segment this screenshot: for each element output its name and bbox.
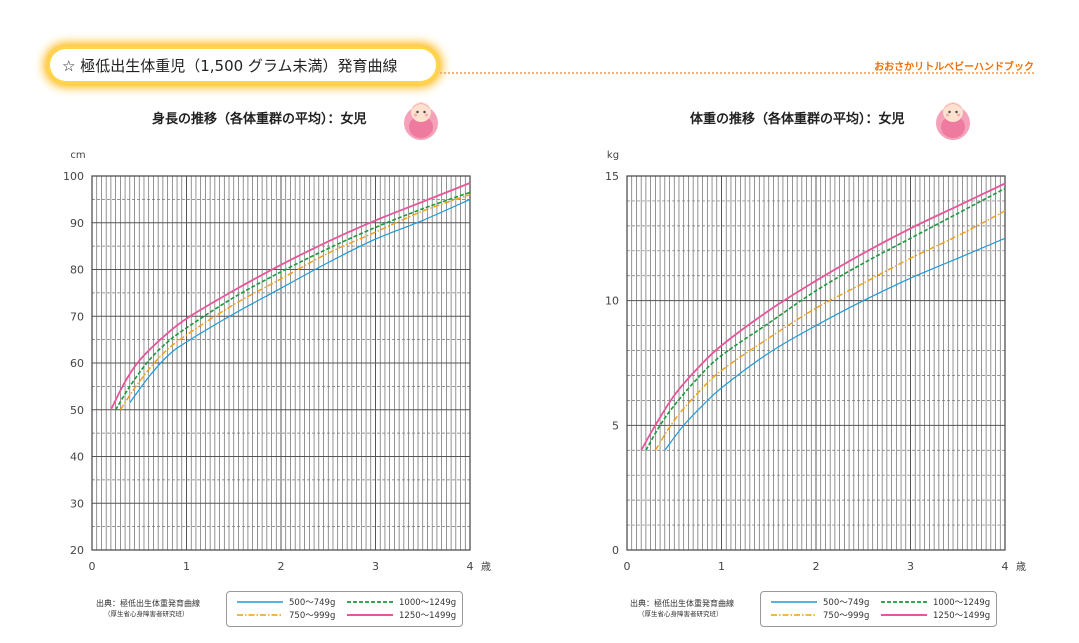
legend-label: 1250～1499g [399,611,456,621]
legend-label: 1000～1249g [399,598,456,608]
weight-chart-source: 出典：極低出生体重発育曲線 （厚生省心身障害者研究班） [630,598,734,620]
legend-label: 750～999g [823,611,869,621]
y-tick-label: 80 [70,264,84,277]
y-tick-label: 0 [612,544,619,557]
x-tick-label: 0 [89,560,96,573]
series-line-2 [645,187,1006,451]
x-tick-label: 1 [183,560,190,573]
source-line-1: 出典：極低出生体重発育曲線 [630,599,734,608]
x-tick-label: 2 [278,560,285,573]
series-line-2 [114,191,471,411]
x-tick-label: 4 [1002,560,1009,573]
y-tick-label: 5 [612,419,619,432]
x-tick-label: 3 [907,560,914,573]
weight-chart: 0 5 10 15 0 1 2 3 4 kg 歳 [605,150,1026,573]
legend-label: 500～749g [823,598,869,608]
y-axis-label: kg [607,150,619,161]
series-line-0 [129,198,471,404]
y-axis-label: cm [70,150,85,161]
x-tick-label: 4 [467,560,474,573]
series-line-1 [119,194,471,411]
x-tick-label: 1 [718,560,725,573]
y-tick-label: 60 [70,357,84,370]
series-line-3 [640,182,1006,451]
series-line-1 [654,210,1006,451]
weight-chart-legend: 500～749g 750～999g 1000～1249g 1250～1499g [760,591,997,627]
legend-label: 500～749g [289,598,335,608]
y-tick-label: 40 [70,451,84,464]
weight-chart-title: 体重の推移（各体重群の平均）：女児 [690,112,905,127]
x-axis-label: 歳 [1016,561,1026,573]
y-tick-label: 10 [605,295,619,308]
baby-icon [936,102,970,140]
height-chart-legend: 500～749g 750～999g 1000～1249g 1250～1499g [226,591,463,627]
y-tick-label: 90 [70,217,84,230]
x-tick-label: 3 [372,560,379,573]
legend-label: 750～999g [289,611,335,621]
legend-label: 1000～1249g [933,598,990,608]
source-line-2: （厚生省心身障害者研究班） [104,610,189,618]
x-axis-label: 歳 [481,561,491,573]
source-line-2: （厚生省心身障害者研究班） [638,610,723,618]
baby-icon [404,102,438,140]
height-chart-source: 出典：極低出生体重発育曲線 （厚生省心身障害者研究班） [96,598,200,620]
source-line-1: 出典：極低出生体重発育曲線 [96,599,200,608]
height-chart-title: 身長の推移（各体重群の平均）：女児 [152,112,367,127]
series-line-3 [110,182,471,411]
y-tick-label: 20 [70,544,84,557]
x-tick-label: 2 [813,560,820,573]
header-title-pill: ☆ 極低出生体重児（1,500 グラム未満）発育曲線 [50,49,436,81]
series-line-0 [664,237,1006,451]
brand-label: おおさかリトルベビーハンドブック [874,62,1034,73]
page-title: ☆ 極低出生体重児（1,500 グラム未満）発育曲線 [62,56,398,75]
height-chart: 20 30 40 50 60 70 80 90 100 0 1 2 3 4 cm 歳 [63,150,491,573]
y-tick-label: 70 [70,310,84,323]
x-tick-label: 0 [624,560,631,573]
header-dotted-divider [440,72,1034,74]
y-tick-label: 30 [70,497,84,510]
legend-label: 1250～1499g [933,611,990,621]
y-tick-label: 100 [63,170,84,183]
y-tick-label: 15 [605,170,619,183]
y-tick-label: 50 [70,404,84,417]
